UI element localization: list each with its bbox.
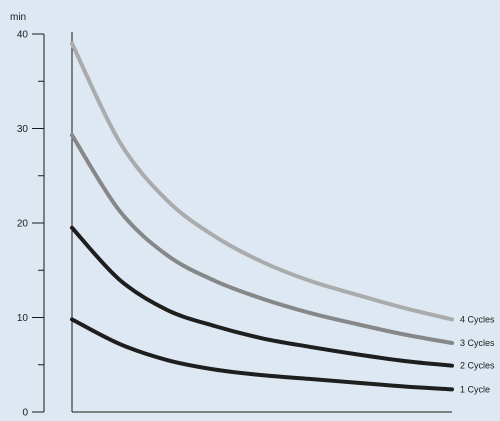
- y-tick-label: 20: [17, 219, 29, 230]
- legend-label: 1 Cycle: [460, 384, 490, 394]
- legend-label: 3 Cycles: [460, 338, 495, 348]
- series-line: [70, 133, 454, 346]
- legend: 4 Cycles 3 Cycles 2 Cycles 1 Cycle: [460, 314, 495, 394]
- y-tick-label: 40: [17, 30, 29, 41]
- legend-label: 4 Cycles: [460, 314, 495, 324]
- axes: [71, 32, 452, 413]
- y-tick-label: 30: [17, 124, 29, 135]
- y-tick-label: 10: [17, 313, 29, 324]
- legend-label: 2 Cycles: [460, 361, 495, 371]
- series-group: [70, 41, 454, 392]
- series-line: [70, 41, 454, 322]
- series-line: [70, 317, 454, 392]
- series-line: [70, 225, 454, 368]
- y-axis-ticks: 0 10 20 30 40: [17, 30, 45, 419]
- y-tick-label: 0: [22, 408, 28, 419]
- y-axis-unit-label: min: [10, 12, 26, 23]
